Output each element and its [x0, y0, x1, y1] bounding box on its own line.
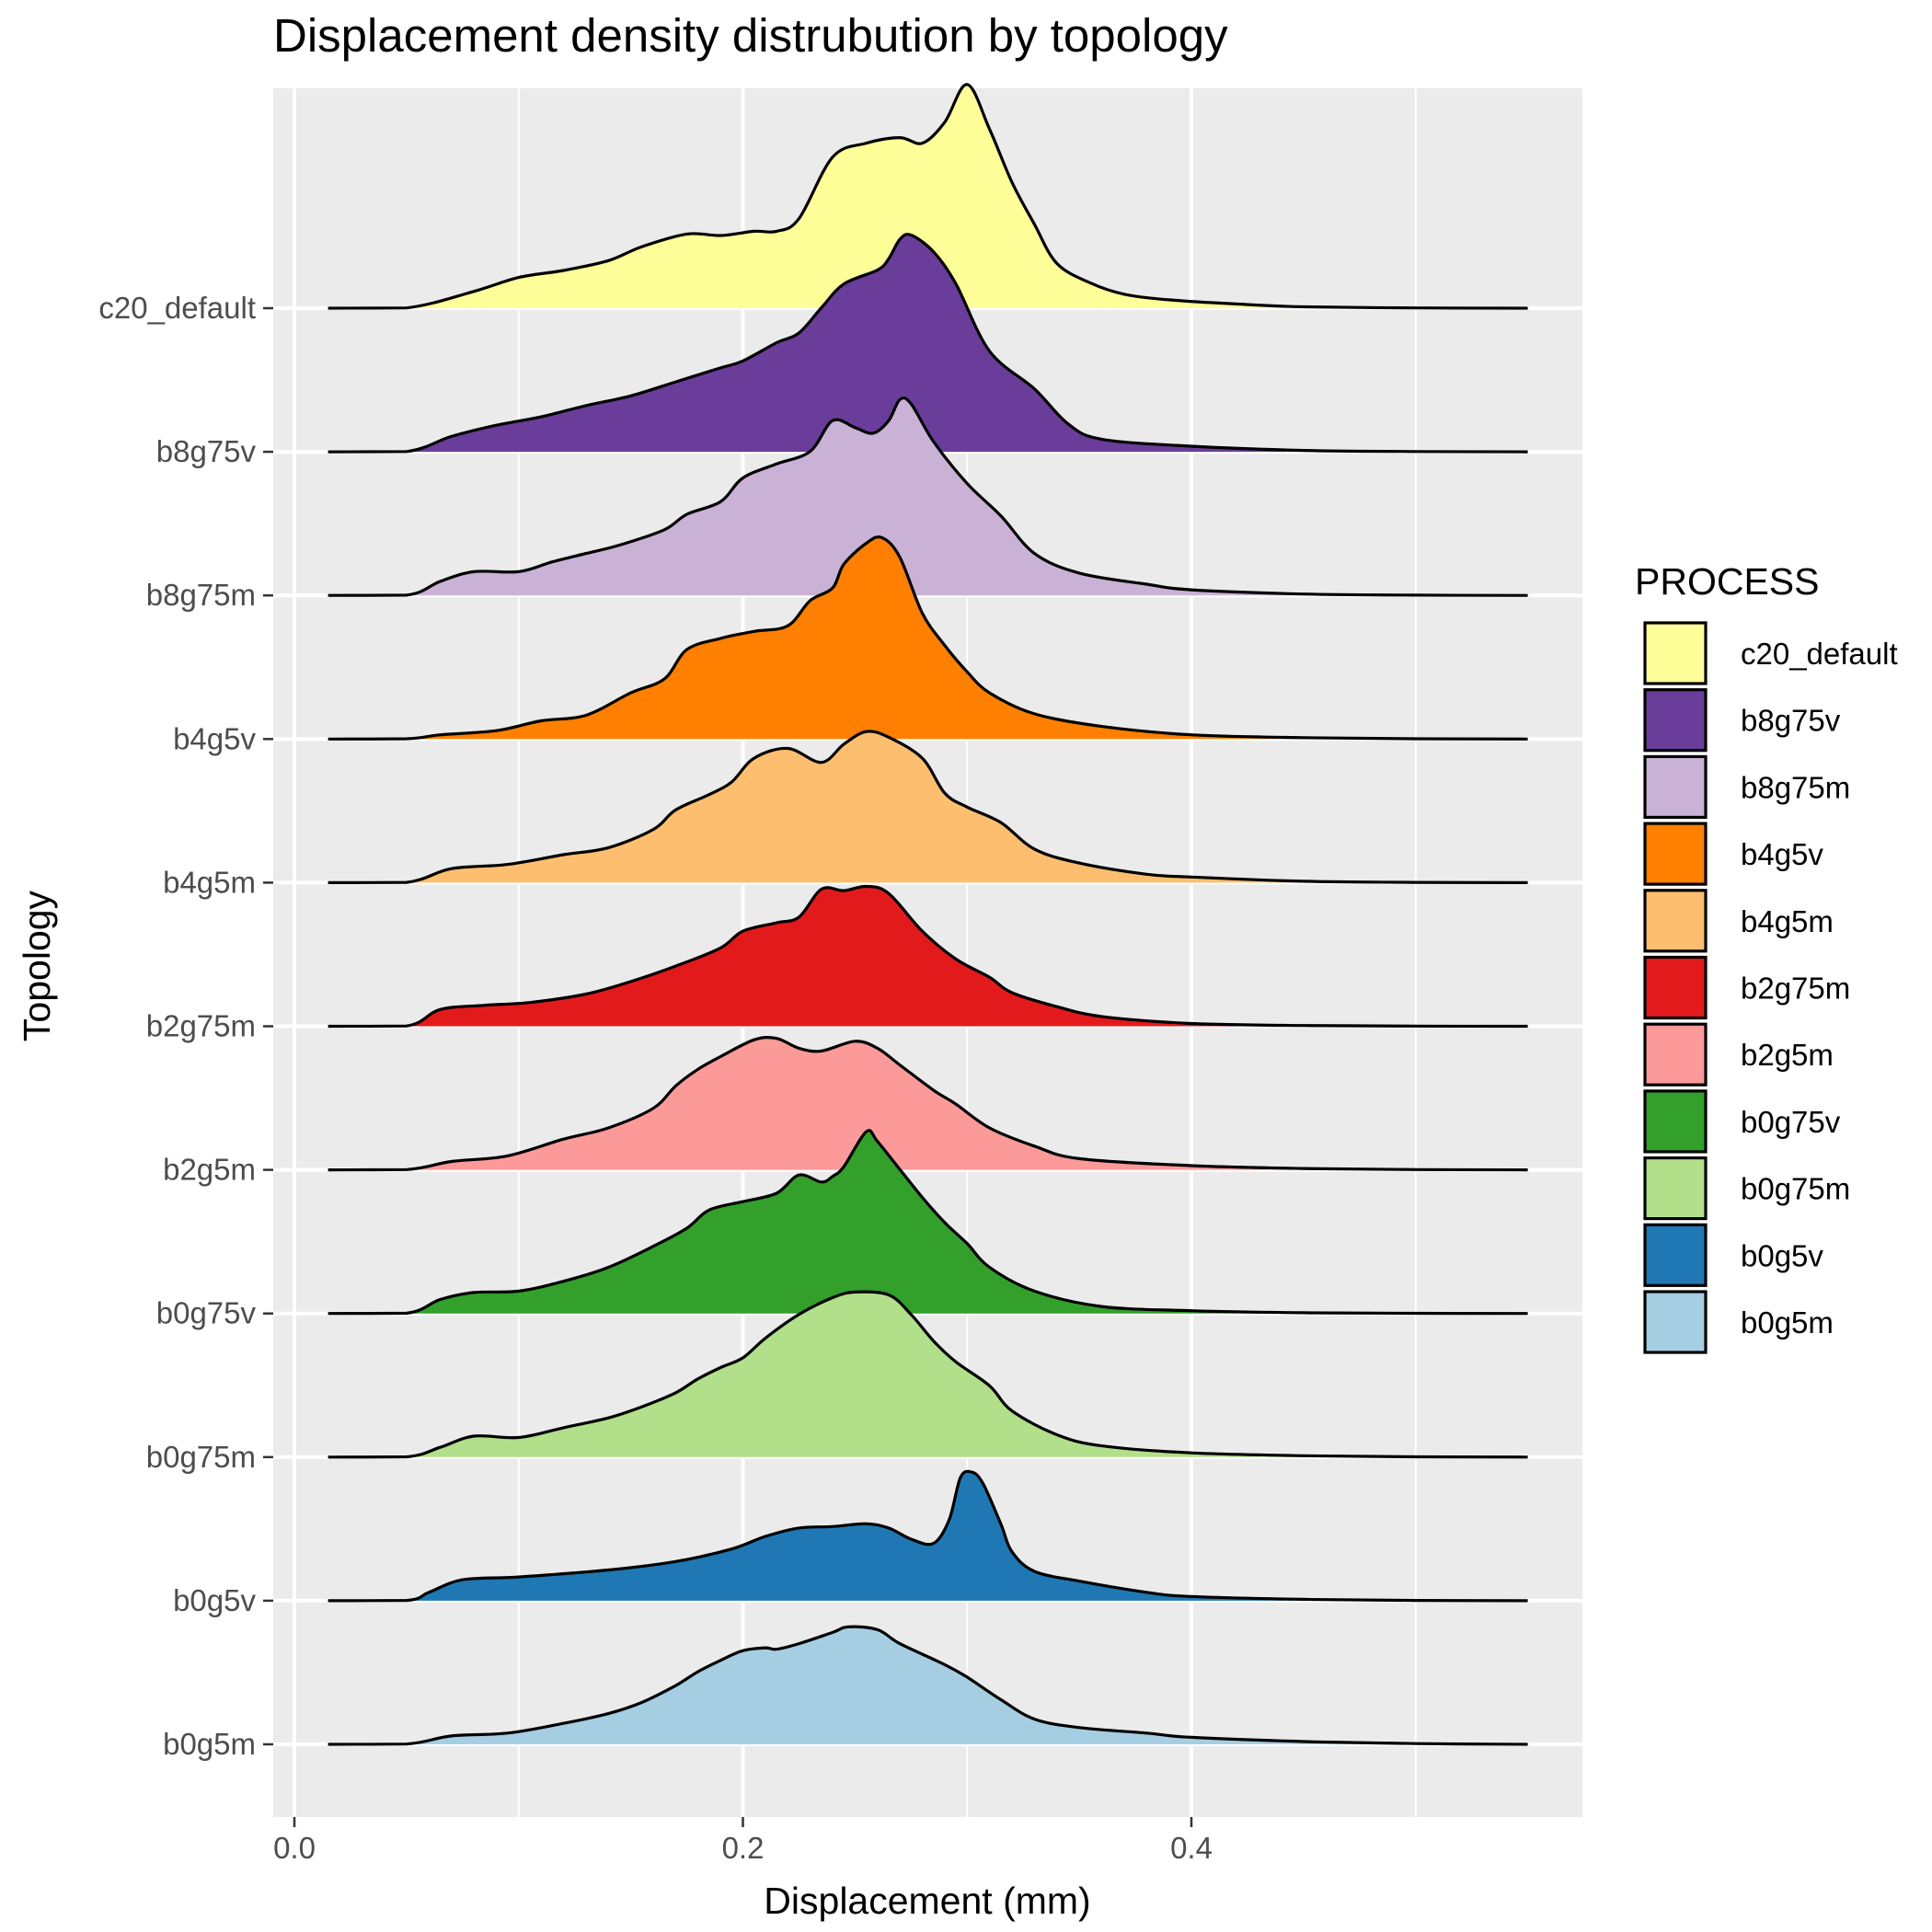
- legend-label: b2g75m: [1741, 972, 1850, 1006]
- y-tick-label: b0g75v: [156, 1296, 257, 1330]
- ridge-b0g5v: [328, 1469, 1528, 1603]
- y-tick-label: c20_default: [98, 291, 256, 325]
- legend-key: [1643, 754, 1708, 820]
- legend-label: b0g5m: [1741, 1305, 1834, 1340]
- legend-key: [1643, 1022, 1708, 1087]
- y-axis-title: Topology: [16, 890, 58, 1041]
- ridge-fill: [328, 1037, 1528, 1170]
- legend-key: [1643, 822, 1708, 886]
- legend-key: [1643, 621, 1708, 685]
- legend-key: [1643, 1089, 1708, 1154]
- legend-item-b0g75m: b0g75m: [1643, 1156, 1850, 1221]
- y-tick-label: b0g75m: [146, 1440, 256, 1474]
- ridge-outline: [328, 1129, 1528, 1316]
- y-tick-label: b0g5v: [173, 1583, 256, 1617]
- ridge-c20_default: [328, 83, 1528, 310]
- y-tick-label: b8g75m: [146, 578, 256, 612]
- legend-item-b2g5m: b2g5m: [1643, 1022, 1834, 1087]
- ridge-fill: [328, 84, 1528, 308]
- legend-item-b4g5v: b4g5v: [1643, 822, 1823, 886]
- legend-key: [1643, 688, 1708, 753]
- legend-key: [1643, 955, 1708, 1020]
- legend-item-b0g5m: b0g5m: [1643, 1290, 1834, 1354]
- legend-label: b0g75m: [1741, 1172, 1850, 1206]
- x-axis: 0.0 0.2 0.4: [273, 1817, 1213, 1865]
- ridge-outline: [328, 535, 1528, 741]
- legend-key: [1643, 889, 1708, 953]
- legend-item-b8g75m: b8g75m: [1643, 754, 1850, 820]
- legend-label: b8g75v: [1741, 704, 1841, 738]
- ridge-outline: [328, 83, 1528, 310]
- legend: PROCESS c20_default b8g75v b8g75m b4g5v b4g5…: [1635, 560, 1898, 1354]
- ridge-fill: [328, 1130, 1528, 1314]
- ridge-fill: [328, 397, 1528, 596]
- legend-key: [1643, 1290, 1708, 1354]
- ridge-outline: [328, 1290, 1528, 1459]
- legend-label: b0g5v: [1741, 1238, 1823, 1272]
- ridge-fill: [328, 886, 1528, 1027]
- chart-title: Displacement density distrubution by top…: [273, 9, 1228, 62]
- legend-item-b8g75v: b8g75v: [1643, 688, 1841, 753]
- legend-key: [1643, 1223, 1708, 1287]
- y-tick-label: b8g75v: [156, 434, 257, 468]
- x-tick-label: 0.4: [1170, 1831, 1213, 1865]
- legend-items: c20_default b8g75v b8g75m b4g5v b4g5m b2g75m b…: [1643, 621, 1898, 1354]
- y-tick-label: b0g5m: [163, 1727, 256, 1761]
- ridge-b2g5m: [328, 1036, 1528, 1172]
- legend-label: b2g5m: [1741, 1038, 1834, 1072]
- y-tick-label: b2g75m: [146, 1009, 256, 1043]
- ridge-b8g75m: [328, 396, 1528, 597]
- ridge-outline: [328, 884, 1528, 1029]
- ridge-b2g75m: [328, 884, 1528, 1029]
- ridge-fill: [328, 1627, 1528, 1744]
- ridge-b4g5m: [328, 730, 1528, 884]
- legend-label: c20_default: [1741, 637, 1898, 671]
- legend-item-c20_default: c20_default: [1643, 621, 1898, 685]
- ridge-b0g75v: [328, 1129, 1528, 1316]
- ridge-outline: [328, 730, 1528, 884]
- x-axis-title: Displacement (mm): [764, 1880, 1090, 1922]
- ridge-outline: [328, 233, 1528, 454]
- legend-label: b8g75m: [1741, 770, 1850, 804]
- legend-key: [1643, 1156, 1708, 1221]
- legend-item-b0g75v: b0g75v: [1643, 1089, 1841, 1154]
- legend-label: b0g75v: [1741, 1105, 1841, 1139]
- ridges-layer: [328, 83, 1528, 1746]
- ridge-b0g75m: [328, 1290, 1528, 1459]
- ridge-b8g75v: [328, 233, 1528, 454]
- legend-label: b4g5v: [1741, 837, 1823, 871]
- ridge-outline: [328, 1625, 1528, 1746]
- ridge-fill: [328, 536, 1528, 740]
- ridge-fill: [328, 1292, 1528, 1457]
- legend-title: PROCESS: [1635, 560, 1820, 603]
- ridge-b0g5m: [328, 1625, 1528, 1746]
- ridge-fill: [328, 730, 1528, 883]
- ridge-outline: [328, 396, 1528, 597]
- legend-item-b4g5m: b4g5m: [1643, 889, 1834, 953]
- legend-label: b4g5m: [1741, 904, 1834, 938]
- x-tick-label: 0.2: [722, 1831, 765, 1865]
- legend-item-b0g5v: b0g5v: [1643, 1223, 1823, 1287]
- ridge-outline: [328, 1469, 1528, 1603]
- y-tick-label: b4g5m: [163, 865, 256, 899]
- y-tick-label: b2g5m: [163, 1153, 256, 1187]
- x-tick-label: 0.0: [273, 1831, 316, 1865]
- y-tick-label: b4g5v: [173, 721, 256, 755]
- ridge-b4g5v: [328, 535, 1528, 741]
- y-axis: b0g5m b0g5v b0g75m b0g75v b2g5m b2g75m b4g5m b4…: [98, 291, 273, 1761]
- legend-item-b2g75m: b2g75m: [1643, 955, 1850, 1020]
- ridge-outline: [328, 1036, 1528, 1172]
